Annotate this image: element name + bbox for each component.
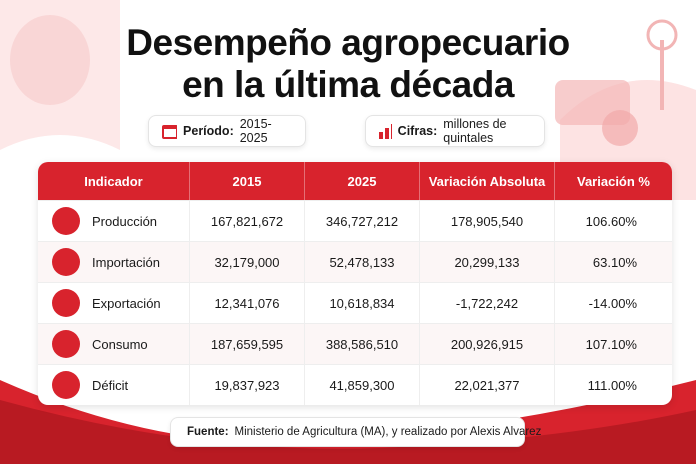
column-header: Indicador xyxy=(38,162,190,200)
column-header: 2025 xyxy=(305,162,420,200)
table-cell: 178,905,540 xyxy=(420,201,555,241)
row-icon xyxy=(52,289,80,317)
table-cell: 167,821,672 xyxy=(190,201,305,241)
table-cell: 63.10% xyxy=(592,254,637,270)
table-cell: 346,727,212 xyxy=(305,201,420,241)
table-cell: 12,341,076 xyxy=(190,283,305,323)
indicator-cell: Exportación xyxy=(38,283,190,323)
table-cell: 20,299,133 xyxy=(420,242,555,282)
table-cell: 106.60% xyxy=(585,213,637,229)
table-row: Importación 32,179,000 52,478,133 20,299,13… xyxy=(38,241,672,282)
indicator-cell: Consumo xyxy=(38,324,190,364)
column-header: Variación % xyxy=(577,173,650,189)
indicator-name: Producción xyxy=(92,213,158,229)
column-header: 2015 xyxy=(190,162,305,200)
row-icon xyxy=(52,371,80,399)
row-icon xyxy=(52,330,80,358)
title-line: Desempeño agropecuario xyxy=(126,22,570,63)
table-cell: 200,926,915 xyxy=(420,324,555,364)
bars-icon xyxy=(379,124,392,139)
table-cell: 388,586,510 xyxy=(305,324,420,364)
table-cell: 22,021,377 xyxy=(420,365,555,405)
table-cell: -1,722,242 xyxy=(420,283,555,323)
indicator-name: Exportación xyxy=(92,295,161,311)
indicator-cell: Importación xyxy=(38,242,190,282)
table-row: Exportación 12,341,076 10,618,834 -1,722,24… xyxy=(38,282,672,323)
table-row: Déficit 19,837,923 41,859,300 22,021,377 111… xyxy=(38,364,672,405)
indicator-name: Déficit xyxy=(92,377,129,393)
table-row: Consumo 187,659,595 388,586,510 200,926,915… xyxy=(38,323,672,364)
table-cell: -14.00% xyxy=(588,295,637,311)
badge-value: 2015-2025 xyxy=(239,117,272,145)
table-header: Indicador 2015 2025 Variación Absoluta Varia… xyxy=(38,162,672,200)
row-icon xyxy=(52,248,80,276)
table-cell: 187,659,595 xyxy=(190,324,305,364)
row-icon xyxy=(52,207,80,235)
table-cell: 111.00% xyxy=(587,377,637,393)
source-badge: Fuente: Ministerio de Agricultura (MA), y… xyxy=(170,417,541,447)
table-cell: 52,478,133 xyxy=(305,242,420,282)
badge-value: millones de quintales xyxy=(443,117,507,145)
units-badge: Cifras: millones de quintales xyxy=(365,115,545,147)
table: Indicador 2015 2025 Variación Absoluta Varia… xyxy=(38,162,672,405)
indicator-name: Consumo xyxy=(92,336,148,352)
table-row: Producción 167,821,672 346,727,212 178,905,… xyxy=(38,200,672,241)
table-cell: 10,618,834 xyxy=(305,283,420,323)
period-badge: Período: 2015-2025 xyxy=(148,115,306,147)
title-line: en la última década xyxy=(182,64,514,105)
calendar-icon xyxy=(162,125,178,139)
table-cell: 32,179,000 xyxy=(190,242,305,282)
column-header: Variación Absoluta xyxy=(420,162,555,200)
table-cell: 41,859,300 xyxy=(305,365,420,405)
source-label: Fuente: xyxy=(187,426,229,438)
table-cell: 19,837,923 xyxy=(190,365,305,405)
indicator-cell: Déficit xyxy=(38,365,190,405)
indicator-cell: Producción xyxy=(38,201,190,241)
table-cell: 107.10% xyxy=(585,336,637,352)
title: Desempeño agropecuario en la última décad… xyxy=(0,22,696,106)
indicator-name: Importación xyxy=(92,254,160,270)
badge-label: Cifras: xyxy=(397,124,438,138)
source-text: Ministerio de Agricultura (MA), y realiz… xyxy=(234,426,542,438)
badge-label: Período: xyxy=(183,124,234,138)
